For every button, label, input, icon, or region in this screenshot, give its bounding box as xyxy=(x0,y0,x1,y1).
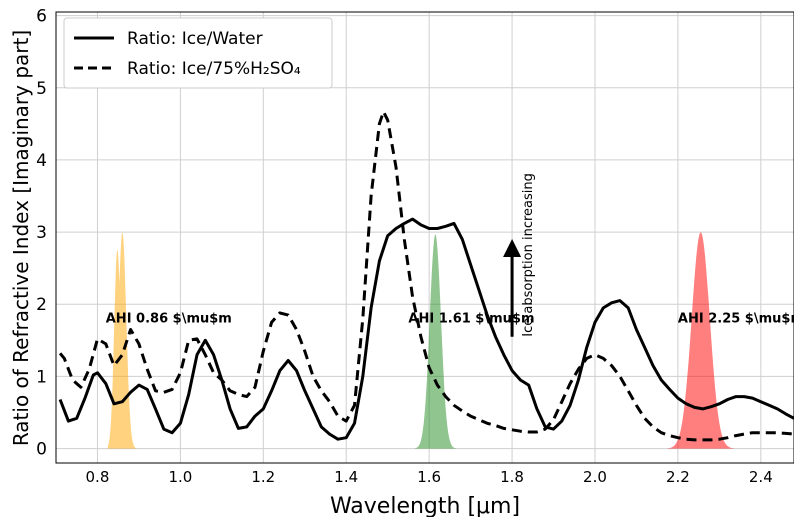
y-axis-label: Ratio of Refractive Index [Imaginary par… xyxy=(9,30,33,446)
x-tick-label: 1.6 xyxy=(417,468,441,486)
x-tick-label: 1.2 xyxy=(251,468,275,486)
y-tick-label: 6 xyxy=(36,7,47,27)
y-axis-ticks: 0 1 2 3 4 5 6 xyxy=(36,7,47,460)
x-tick-label: 1.0 xyxy=(168,468,192,486)
ice-absorption-annotation: Ice absorption increasing xyxy=(503,173,536,337)
band-fill xyxy=(414,234,457,449)
y-tick-label: 3 xyxy=(36,223,47,243)
y-tick-label: 1 xyxy=(36,367,47,387)
x-tick-label: 2.2 xyxy=(666,468,690,486)
band-label: AHI 1.61 $\mu$m xyxy=(408,311,534,326)
x-tick-label: 1.8 xyxy=(500,468,524,486)
plot-frame xyxy=(55,11,794,464)
x-axis-label: Wavelength [μm] xyxy=(330,494,520,517)
series-lines xyxy=(58,110,794,442)
series-line xyxy=(58,217,794,441)
y-tick-label: 0 xyxy=(36,440,47,460)
band-fill xyxy=(107,232,137,449)
x-tick-label: 2.0 xyxy=(583,468,607,486)
legend-label-ice-water: Ratio: Ice/Water xyxy=(127,29,263,49)
band-fill xyxy=(667,232,734,449)
legend-box xyxy=(63,17,333,89)
legend-label-ice-acid: Ratio: Ice/75%H₂SO₄ xyxy=(127,59,301,79)
x-tick-label: 1.4 xyxy=(334,468,358,486)
band-label: AHI 0.86 $\mu$m xyxy=(106,311,232,326)
y-tick-label: 5 xyxy=(36,79,47,99)
band-label: AHI 2.25 $\mu$m xyxy=(678,311,794,326)
x-tick-label: 0.8 xyxy=(86,468,110,486)
x-axis-ticks: 0.8 1.0 1.2 1.4 1.6 1.8 2.0 2.2 2.4 xyxy=(86,468,773,486)
absorption-annotation-text: Ice absorption increasing xyxy=(521,173,536,337)
series-line xyxy=(58,110,794,442)
y-tick-label: 4 xyxy=(36,151,47,171)
band-labels: AHI 0.86 $\mu$m AHI 1.61 $\mu$m AHI 2.25 $… xyxy=(106,311,794,326)
legend: Ratio: Ice/Water Ratio: Ice/75%H₂SO₄ xyxy=(63,17,333,89)
x-tick-label: 2.4 xyxy=(749,468,773,486)
band-fills xyxy=(107,232,734,449)
y-tick-label: 2 xyxy=(36,295,47,315)
